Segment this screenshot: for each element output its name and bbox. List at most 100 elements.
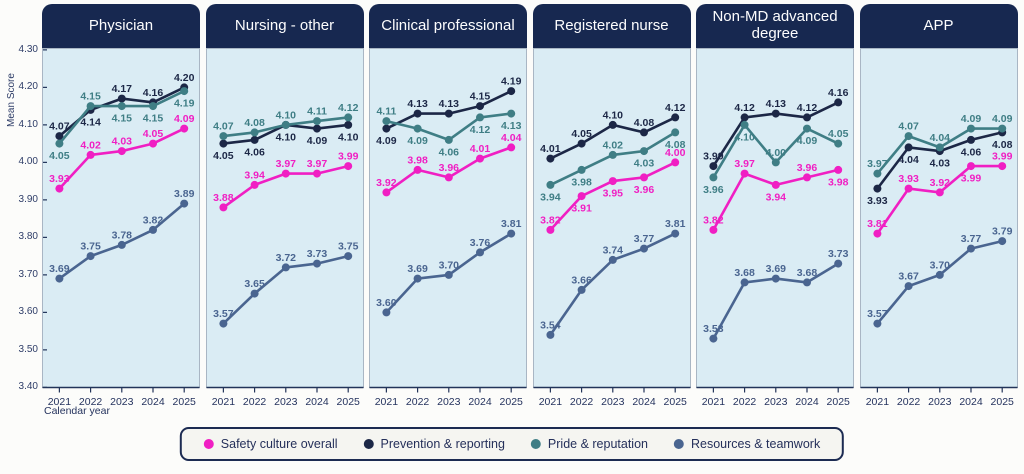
panel-title: Clinical professional — [369, 4, 527, 48]
data-label: 3.69 — [766, 263, 787, 275]
data-label: 4.06 — [439, 146, 460, 158]
data-point — [476, 154, 484, 163]
data-point — [966, 124, 975, 133]
x-tick-label: 2021 — [211, 396, 235, 408]
data-point — [872, 319, 881, 328]
data-point — [872, 169, 881, 178]
data-point — [55, 132, 64, 141]
data-point — [966, 162, 975, 171]
panel-title: Non-MD advanced degree — [696, 4, 854, 48]
data-label: 4.08 — [244, 117, 265, 129]
data-point — [639, 128, 648, 137]
data-label: 4.04 — [501, 132, 522, 144]
data-point — [343, 162, 352, 171]
x-tick-label: 2021 — [865, 396, 889, 408]
data-label: 4.07 — [213, 121, 234, 133]
data-point — [935, 188, 944, 197]
legend-item-resources-teamwork: Resources & teamwork — [673, 437, 820, 451]
data-label: 3.70 — [439, 259, 460, 271]
panel-chart: 2021 2022 2023 2024 2025 3.82 3.91 3.95 3.96 4.00… — [532, 48, 691, 408]
x-tick-label: 2022 — [569, 396, 593, 408]
y-tick-label: 4.10 — [18, 118, 38, 130]
data-label: 3.74 — [602, 244, 623, 256]
data-label: 4.12 — [337, 102, 358, 114]
data-point — [281, 263, 290, 272]
data-point — [312, 124, 321, 133]
data-label: 3.81 — [501, 218, 522, 230]
data-label: 3.68 — [797, 267, 818, 279]
data-point — [382, 308, 391, 317]
x-tick-label: 2023 — [110, 396, 134, 408]
data-point — [507, 143, 516, 152]
data-label: 3.73 — [306, 248, 327, 260]
x-tick-label: 2022 — [896, 396, 920, 408]
data-label: 3.96 — [633, 184, 654, 196]
x-tick-label: 2025 — [827, 396, 851, 408]
x-tick-label: 2023 — [437, 396, 461, 408]
data-point — [413, 124, 422, 133]
data-label: 3.96 — [797, 162, 818, 174]
data-point — [834, 98, 843, 107]
data-point — [507, 109, 516, 118]
data-point — [149, 225, 157, 234]
data-label: 4.08 — [664, 139, 685, 151]
y-tick-label: 3.50 — [18, 343, 38, 355]
data-label: 4.08 — [991, 139, 1012, 151]
y-tick-label: 3.40 — [18, 381, 38, 393]
data-point — [904, 143, 913, 152]
data-label: 4.05 — [143, 128, 164, 140]
data-point — [608, 120, 617, 129]
data-point — [577, 139, 586, 148]
data-label: 4.07 — [49, 121, 70, 133]
data-label: 3.57 — [213, 308, 234, 320]
data-point — [507, 229, 516, 238]
data-label: 4.00 — [766, 147, 787, 159]
data-label: 3.94 — [766, 191, 787, 203]
data-point — [545, 154, 554, 163]
data-label: 4.03 — [929, 158, 950, 170]
legend-dot-icon — [530, 439, 541, 449]
data-point — [834, 259, 843, 268]
plot-area — [369, 48, 527, 388]
data-point — [709, 162, 718, 171]
data-label: 4.08 — [633, 117, 654, 129]
panel-title: APP — [859, 4, 1018, 48]
data-label: 3.99 — [337, 151, 358, 163]
data-point — [86, 150, 95, 159]
data-label: 3.53 — [703, 323, 724, 335]
data-label: 3.77 — [960, 233, 981, 245]
x-axis-title: Calendar year — [44, 405, 110, 417]
data-point — [250, 135, 259, 144]
data-label: 3.89 — [174, 188, 195, 200]
data-label: 4.04 — [898, 154, 919, 166]
y-axis-title: Mean Score — [6, 73, 17, 127]
data-point — [771, 109, 780, 118]
panel-nursing-other: Nursing - other 2021 2022 2023 2024 2025 3.88 3… — [205, 4, 364, 420]
data-point — [218, 203, 227, 212]
data-label: 4.04 — [929, 132, 950, 144]
data-point — [444, 270, 453, 279]
data-point — [904, 184, 913, 193]
data-point — [312, 117, 321, 126]
data-label: 3.99 — [703, 151, 724, 163]
data-point — [803, 124, 811, 133]
data-label: 4.03 — [112, 136, 133, 148]
x-tick-label: 2025 — [173, 396, 197, 408]
x-tick-label: 2022 — [733, 396, 757, 408]
data-label: 4.09 — [960, 113, 981, 125]
x-tick-label: 2023 — [764, 396, 788, 408]
data-label: 4.10 — [275, 131, 296, 143]
data-point — [709, 334, 718, 343]
data-point — [740, 120, 749, 129]
x-tick-label: 2024 — [141, 396, 165, 408]
data-label: 3.97 — [867, 158, 888, 170]
data-point — [343, 120, 352, 129]
panel-chart: 2021 2022 2023 2024 2025 3.82 3.97 3.94 3.96 3.98… — [696, 48, 854, 408]
data-label: 4.13 — [407, 98, 428, 110]
data-label: 4.13 — [439, 98, 460, 110]
data-label: 3.77 — [633, 233, 654, 245]
data-point — [872, 229, 881, 238]
data-point — [966, 244, 975, 253]
data-label: 3.65 — [244, 278, 265, 290]
y-tick-label: 4.20 — [18, 81, 38, 93]
